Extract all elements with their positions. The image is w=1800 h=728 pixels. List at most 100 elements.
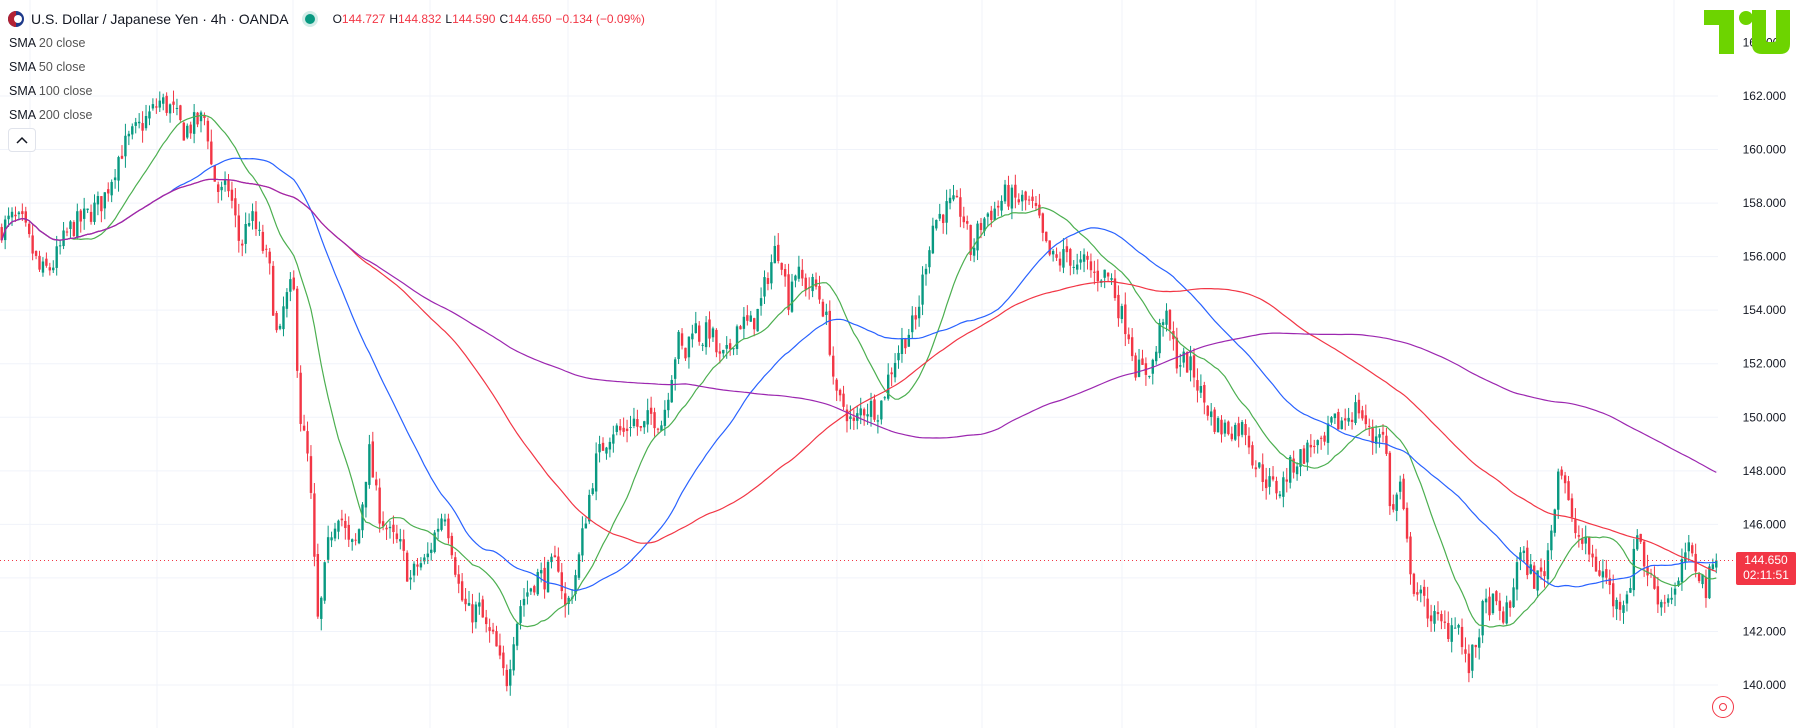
candle-body (120, 155, 124, 159)
candle-body (505, 669, 509, 687)
candle-body (773, 245, 777, 264)
candle-body (581, 528, 584, 556)
candle-body (1629, 588, 1632, 593)
candle-body (1275, 480, 1278, 494)
candle-body (234, 198, 237, 216)
candle-body (1319, 437, 1323, 439)
market-status-icon[interactable] (304, 14, 315, 24)
candle-body (1086, 255, 1089, 260)
candle-body (1165, 310, 1168, 325)
candle-body (536, 572, 539, 595)
candle-body (1024, 191, 1027, 201)
candle-body (1577, 535, 1581, 537)
candle-body (732, 348, 735, 350)
candle-body (684, 347, 687, 359)
candle-body (1405, 507, 1409, 539)
candle-body (663, 409, 667, 426)
y-tick-label: 156.000 (1743, 250, 1787, 264)
candle-body (1368, 425, 1371, 427)
candle-body (983, 218, 986, 232)
candle-body (1034, 203, 1038, 206)
collapse-indicators-button[interactable] (8, 128, 36, 152)
candle-body (680, 333, 684, 346)
candle-body (423, 557, 426, 562)
candle-body (1715, 560, 1718, 568)
y-tick-label: 140.000 (1743, 678, 1787, 692)
candle-body (1130, 337, 1134, 357)
candle-body (1316, 440, 1319, 446)
candle-body (845, 409, 849, 422)
indicator-sma-50[interactable]: SMA 50 close (9, 60, 86, 74)
candle-body (172, 101, 175, 105)
symbol-title[interactable]: U.S. Dollar / Japanese Yen · 4h · OANDA (31, 11, 289, 27)
candle-body (986, 213, 990, 217)
candle-body (931, 225, 935, 254)
candle-body (990, 210, 993, 221)
candle-body (746, 315, 749, 321)
reset-chart-icon[interactable] (1712, 696, 1734, 718)
candle-body (825, 311, 828, 315)
candle-body (368, 444, 371, 485)
candle-body (1313, 445, 1316, 448)
candle-body (1666, 598, 1670, 603)
candle-body (1055, 254, 1058, 258)
indicator-sma-200[interactable]: SMA 200 close (9, 108, 93, 122)
candle-body (1106, 272, 1110, 277)
candles-layer (0, 90, 1718, 696)
candle-body (904, 338, 907, 349)
candle-body (835, 379, 838, 391)
candle-body (1574, 519, 1577, 534)
ohlc-open: O144.727 (332, 12, 386, 26)
candle-body (1653, 575, 1656, 589)
candle-body (354, 539, 357, 541)
candle-body (952, 195, 955, 200)
candle-body (131, 126, 134, 135)
candle-body (296, 288, 299, 371)
candle-body (1237, 423, 1240, 437)
candle-body (488, 627, 491, 631)
candle-body (591, 488, 594, 495)
candle-body (1374, 436, 1378, 444)
candle-body (1450, 625, 1453, 642)
candle-body (1636, 535, 1639, 550)
candle-body (1543, 571, 1546, 577)
candle-body (21, 211, 24, 215)
candle-body (1240, 422, 1244, 435)
candle-body (426, 553, 429, 558)
candle-body (381, 521, 385, 527)
candle-body (1508, 601, 1512, 608)
candle-body (907, 334, 911, 347)
candle-body (502, 652, 505, 669)
candle-body (1436, 612, 1440, 615)
candle-body (818, 285, 821, 300)
candle-body (1010, 187, 1014, 209)
sma-50-line (1, 157, 1717, 592)
candle-body (385, 527, 388, 530)
candle-body (811, 277, 814, 292)
indicator-sma-100[interactable]: SMA 100 close (9, 84, 93, 98)
candle-body (928, 250, 931, 268)
candle-body (914, 315, 917, 320)
candle-body (124, 135, 127, 157)
candle-body (213, 165, 216, 182)
candle-body (801, 269, 804, 279)
candle-body (1515, 562, 1519, 590)
candle-body (1392, 504, 1395, 510)
candle-body (1361, 410, 1364, 419)
candle-body (588, 494, 591, 522)
candle-body (1381, 431, 1385, 435)
candle-body (395, 533, 399, 540)
candle-body (749, 315, 752, 322)
candle-body (667, 399, 670, 411)
candle-body (7, 215, 10, 220)
candle-body (1594, 556, 1598, 572)
candle-body (1175, 337, 1179, 369)
candle-body (1618, 601, 1622, 610)
y-tick-label: 142.000 (1743, 624, 1787, 638)
indicator-sma-20[interactable]: SMA 20 close (9, 36, 86, 50)
candle-body (1051, 251, 1055, 255)
candle-body (491, 629, 495, 632)
candle-body (443, 519, 447, 522)
sma-200-line (1, 178, 1717, 473)
